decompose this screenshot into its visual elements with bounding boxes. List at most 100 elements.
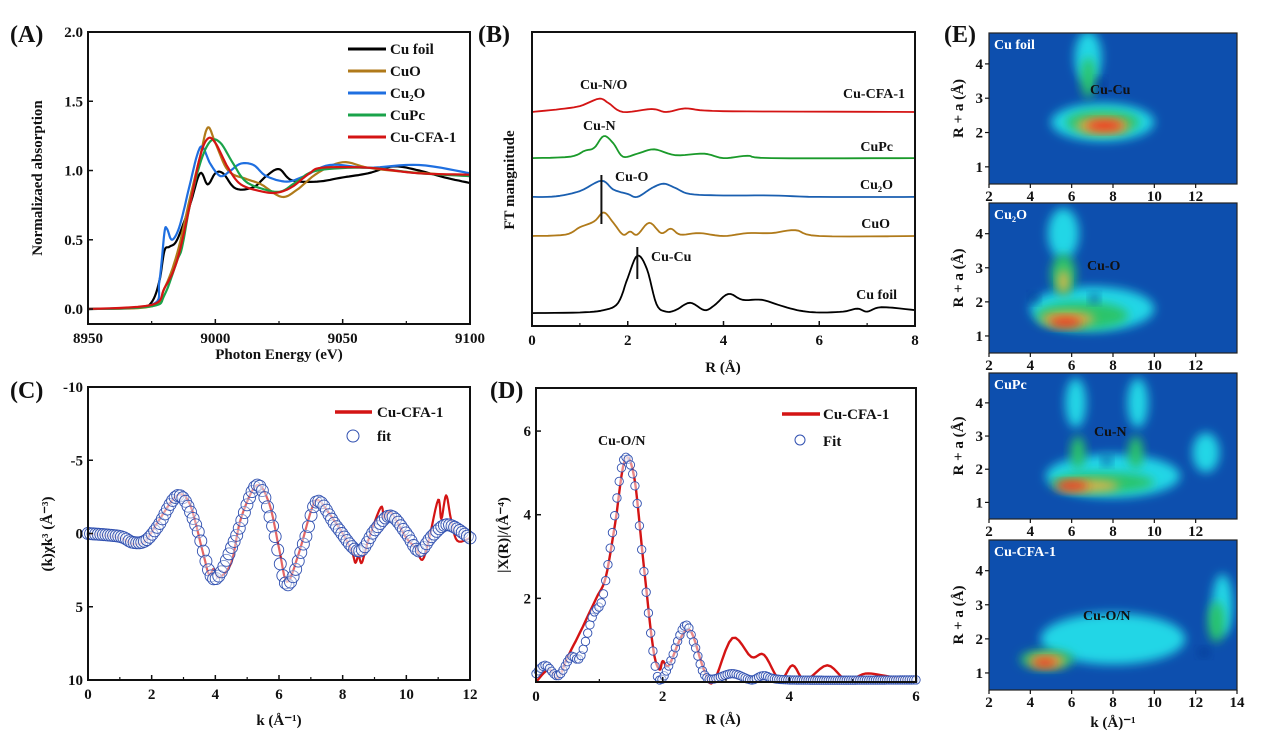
fit-point <box>184 505 198 519</box>
heatmap-hotspot <box>1030 294 1039 303</box>
legend-marker-fit <box>346 429 360 443</box>
fit-point <box>578 644 588 654</box>
fit-point <box>299 529 313 543</box>
plot-frame-d <box>535 387 917 683</box>
fit-point <box>296 537 310 551</box>
heatmap-Cu₂O <box>989 203 1237 353</box>
fit-point <box>650 661 660 671</box>
x-axis-title-e: k (Å)⁻¹ <box>1090 715 1135 731</box>
y-tick-label-d: 6 <box>524 424 532 440</box>
annotation-cu-o: Cu-O <box>615 170 649 185</box>
y-tick-label-a: 2.0 <box>64 25 83 41</box>
fit-point <box>235 514 249 527</box>
x-tick-label-e: 8 <box>1109 189 1117 205</box>
heatmap-title: Cu-CFA-1 <box>994 545 1056 560</box>
x-axis-title-c: k (Å⁻¹) <box>256 713 301 729</box>
y-tick-label-e: 2 <box>976 632 984 648</box>
x-tick-label-c: 4 <box>212 687 220 703</box>
fit-point <box>607 527 618 538</box>
x-tick-label-e: 2 <box>985 524 993 540</box>
fit-point <box>646 628 656 638</box>
fit-point <box>598 589 609 599</box>
fit-point <box>601 575 611 586</box>
x-tick-label-d: 4 <box>786 689 794 705</box>
fit-point <box>186 512 200 525</box>
heatmap-title: Cu foil <box>994 38 1035 53</box>
x-tick-label-c: 10 <box>399 687 414 703</box>
heatmap-annotation: Cu-N <box>1094 425 1127 440</box>
series-label-cupc: CuPc <box>860 140 893 155</box>
heatmap-annotation: Cu-O/N <box>1083 609 1130 624</box>
heatmap-hotspot <box>1096 79 1105 90</box>
y-tick-label-e: 3 <box>976 429 984 445</box>
fit-point <box>583 628 593 638</box>
y-axis-title-e: R + a (Å) <box>951 417 967 476</box>
x-tick-label-d: 0 <box>532 689 540 705</box>
fit-point <box>634 521 645 531</box>
fit-point <box>596 598 606 608</box>
heatmap-CuPc <box>989 373 1237 519</box>
fit-point <box>693 651 703 661</box>
series-label-cuo: CuO <box>861 217 890 232</box>
y-tick-label-e: 4 <box>976 57 984 73</box>
fit-point <box>286 570 300 584</box>
y-tick-label-c: -10 <box>63 380 83 396</box>
x-tick-label-e: 6 <box>1068 189 1076 205</box>
y-tick-label-e: 2 <box>976 295 984 311</box>
y-tick-label-c: -5 <box>71 453 84 469</box>
x-tick-label-b: 4 <box>720 333 728 349</box>
y-tick-label-e: 2 <box>976 462 984 478</box>
legend-label-Cu₂O: Cu₂O <box>390 86 425 102</box>
heatmap-hotspot <box>1070 436 1086 470</box>
y-tick-label-c: 10 <box>68 673 83 689</box>
heatmap-hotspot <box>1048 317 1082 328</box>
heatmap-hotspot <box>1086 120 1124 131</box>
series-line-Cu foil <box>531 254 916 314</box>
x-tick-label-c: 8 <box>339 687 347 703</box>
fit-point <box>690 643 701 653</box>
x-tick-label-b: 2 <box>624 333 632 349</box>
x-tick-label-e: 4 <box>1027 358 1035 374</box>
x-tick-label-e: 4 <box>1027 189 1035 205</box>
fit-point <box>605 543 615 553</box>
y-tick-label-c: 0 <box>76 527 84 543</box>
x-tick-label-e: 12 <box>1188 695 1203 711</box>
annotation-cu-cu: Cu-Cu <box>651 250 692 265</box>
heatmap-hotspot <box>1208 601 1225 643</box>
fit-point <box>189 518 203 532</box>
x-tick-label-a: 9000 <box>200 331 230 347</box>
series-label-cu-cfa-1: Cu-CFA-1 <box>843 87 905 102</box>
heatmap-title: CuPc <box>994 378 1027 393</box>
x-tick-label-c: 12 <box>463 687 478 703</box>
fit-point <box>230 528 244 542</box>
x-tick-label-c: 2 <box>148 687 156 703</box>
x-tick-label-e: 10 <box>1147 358 1162 374</box>
legend-marker-fit <box>794 434 806 446</box>
annotation-cu-n-o: Cu-N/O <box>580 78 628 93</box>
y-tick-label-d: 4 <box>524 508 532 524</box>
y-axis-title-e: R + a (Å) <box>951 249 967 308</box>
x-tick-label-c: 6 <box>275 687 283 703</box>
heatmap-hotspot <box>1055 481 1089 491</box>
y-tick-label-c: 5 <box>76 600 84 616</box>
legend-label-fit: fit <box>377 429 391 445</box>
fit-point <box>240 498 254 512</box>
heatmap-hotspot <box>1032 658 1058 667</box>
heatmap-hotspot <box>1058 269 1069 294</box>
y-tick-label-e: 2 <box>976 126 984 142</box>
x-tick-label-e: 2 <box>985 358 993 374</box>
series-line-Cu-CFA-1 <box>531 97 916 113</box>
x-tick-label-e: 6 <box>1068 358 1076 374</box>
fit-point <box>643 608 654 618</box>
fit-point <box>614 476 624 487</box>
x-tick-label-c: 0 <box>84 687 92 703</box>
panel-label-c: (C) <box>10 378 43 404</box>
panel-label-b: (B) <box>478 22 510 48</box>
y-axis-title-d: |X(R)|/(Å⁻⁴) <box>496 497 512 573</box>
fit-point <box>273 557 287 571</box>
series-line-Cu-CFA-1 <box>535 456 917 685</box>
y-tick-label-e: 1 <box>976 329 984 345</box>
heatmap-title: Cu₂O <box>994 208 1027 223</box>
x-tick-label-e: 14 <box>1230 695 1246 711</box>
